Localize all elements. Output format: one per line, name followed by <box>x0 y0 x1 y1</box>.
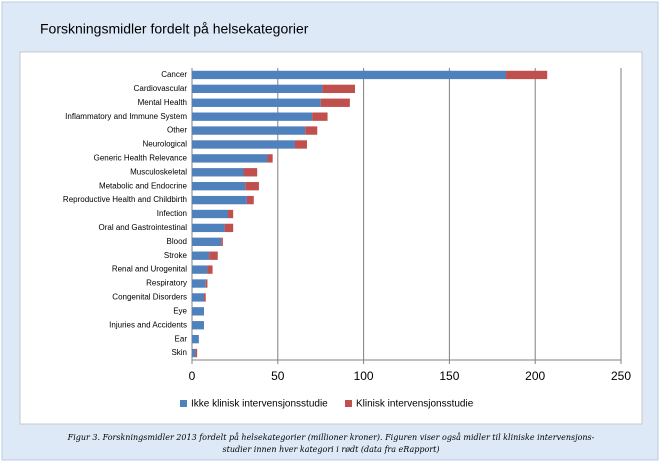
bar <box>195 348 198 358</box>
x-tick-label: 50 <box>271 369 285 383</box>
bar <box>192 209 229 219</box>
y-tick-label: Reproductive Health and Childbirth <box>63 195 187 204</box>
bar <box>192 251 210 260</box>
bar <box>294 140 307 149</box>
bar <box>209 251 218 260</box>
y-tick-label: Ear <box>175 334 188 343</box>
y-tick-label: Skin <box>171 348 187 357</box>
y-tick-label: Congenital Disorders <box>112 293 187 302</box>
bar <box>207 265 213 274</box>
bar <box>192 182 246 191</box>
y-tick-label: Eye <box>173 306 187 315</box>
x-tick-label: 200 <box>525 369 545 383</box>
bar <box>192 70 507 80</box>
bar <box>192 237 222 246</box>
y-tick-label: Cancer <box>161 70 187 79</box>
bar <box>192 321 205 330</box>
y-tick-label: Renal and Urogenital <box>112 265 187 274</box>
x-tick-label: 100 <box>354 369 374 383</box>
bar <box>192 98 321 107</box>
bar <box>192 223 225 233</box>
bar <box>192 84 323 94</box>
bar <box>192 279 206 288</box>
caption: studier innen hver kategori i rødt (data… <box>223 445 440 454</box>
bar <box>221 237 223 246</box>
bar <box>192 140 295 149</box>
y-tick-label: Neurological <box>143 140 188 149</box>
bar <box>506 70 548 80</box>
bar <box>192 334 199 344</box>
y-tick-label: Musculoskeletal <box>130 167 187 176</box>
y-tick-label: Stroke <box>164 251 188 260</box>
bar <box>192 126 306 135</box>
y-tick-label: Inflammatory and Immune System <box>65 112 187 121</box>
bar <box>245 182 259 191</box>
y-tick-label: Other <box>167 126 187 135</box>
bar <box>243 168 258 177</box>
bar <box>192 112 313 121</box>
bar <box>228 209 234 219</box>
bar <box>192 195 247 205</box>
x-tick-label: 150 <box>439 369 459 383</box>
bar <box>322 84 356 94</box>
bar <box>192 154 268 163</box>
x-tick-label: 250 <box>611 369 631 383</box>
bar <box>205 279 208 288</box>
y-tick-label: Mental Health <box>138 98 187 107</box>
x-tick-label: 0 <box>189 369 196 383</box>
legend-swatch <box>180 400 187 407</box>
y-tick-label: Infection <box>157 209 187 218</box>
bar <box>192 307 205 316</box>
bar <box>267 154 273 163</box>
legend-label: Klinisk intervensjonsstudie <box>356 399 474 410</box>
bar <box>192 348 196 358</box>
bar <box>192 168 244 177</box>
bar <box>192 293 205 302</box>
bar <box>192 265 208 274</box>
legend-swatch <box>345 400 352 407</box>
y-tick-label: Injuries and Accidents <box>109 320 187 329</box>
caption: Figur 3. Forskningsmidler 2013 fordelt p… <box>67 433 595 442</box>
y-tick-label: Metabolic and Endocrine <box>99 181 188 190</box>
y-tick-label: Respiratory <box>146 279 187 288</box>
plot-area <box>19 51 643 425</box>
bar <box>224 223 234 233</box>
bar <box>246 195 254 205</box>
y-tick-label: Oral and Gastrointestinal <box>99 223 188 232</box>
bar <box>204 293 206 302</box>
bar <box>305 126 318 135</box>
bar <box>312 112 328 121</box>
y-tick-label: Blood <box>167 237 187 246</box>
bar <box>320 98 350 107</box>
legend-label: Ikke klinisk intervensjonsstudie <box>191 399 328 410</box>
y-tick-label: Generic Health Relevance <box>94 153 188 162</box>
y-tick-label: Cardiovascular <box>134 84 188 93</box>
chart-title: Forskningsmidler fordelt på helsekategor… <box>40 21 309 37</box>
